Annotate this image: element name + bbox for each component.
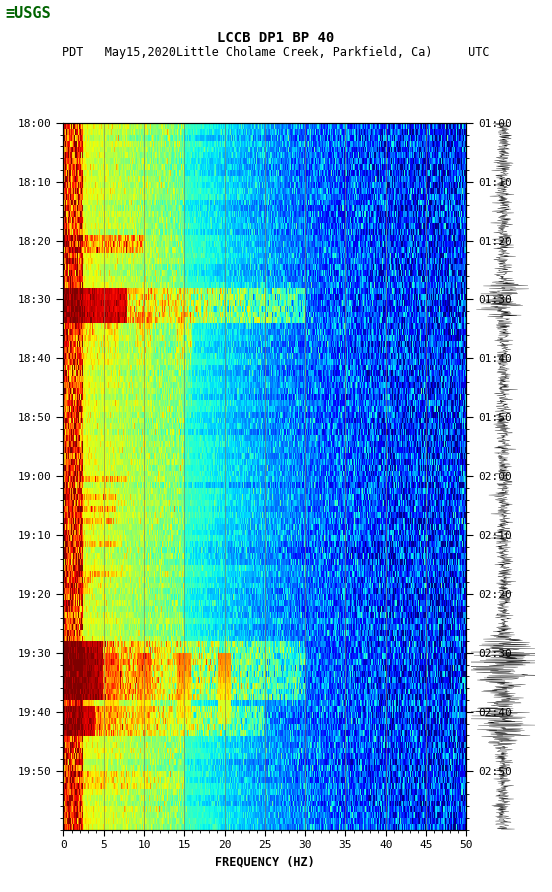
Text: ≡USGS: ≡USGS: [6, 6, 51, 21]
Text: PDT   May15,2020Little Cholame Creek, Parkfield, Ca)     UTC: PDT May15,2020Little Cholame Creek, Park…: [62, 46, 490, 60]
X-axis label: FREQUENCY (HZ): FREQUENCY (HZ): [215, 855, 315, 869]
Text: LCCB DP1 BP 40: LCCB DP1 BP 40: [217, 31, 335, 45]
